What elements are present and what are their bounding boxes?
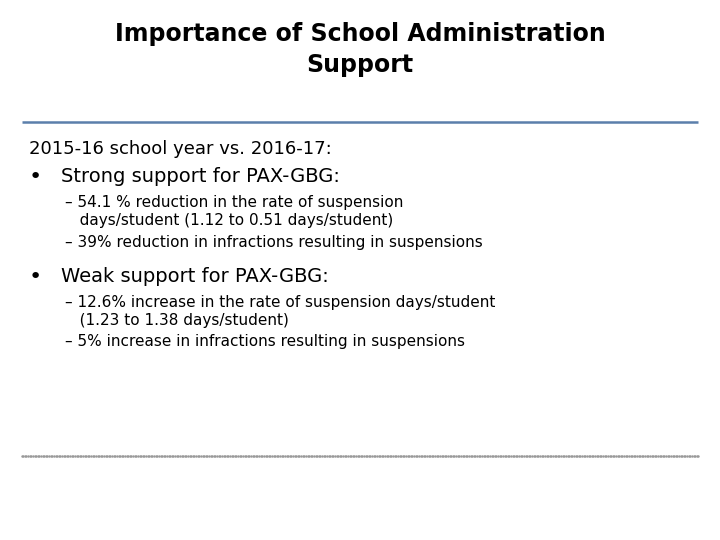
- Text: Weak support for PAX-GBG:: Weak support for PAX-GBG:: [61, 267, 329, 286]
- Text: days/student (1.12 to 0.51 days/student): days/student (1.12 to 0.51 days/student): [65, 213, 393, 228]
- Text: •: •: [29, 267, 42, 287]
- Text: (1.23 to 1.38 days/student): (1.23 to 1.38 days/student): [65, 313, 289, 328]
- Text: 2015-16 school year vs. 2016-17:: 2015-16 school year vs. 2016-17:: [29, 140, 331, 158]
- Text: – 12.6% increase in the rate of suspension days/student: – 12.6% increase in the rate of suspensi…: [65, 295, 495, 310]
- Text: – 54.1 % reduction in the rate of suspension: – 54.1 % reduction in the rate of suspen…: [65, 195, 403, 211]
- Text: Importance of School Administration
Support: Importance of School Administration Supp…: [114, 22, 606, 77]
- Text: – 5% increase in infractions resulting in suspensions: – 5% increase in infractions resulting i…: [65, 334, 465, 349]
- Text: •: •: [29, 167, 42, 187]
- Text: – 39% reduction in infractions resulting in suspensions: – 39% reduction in infractions resulting…: [65, 235, 482, 250]
- Text: Strong support for PAX-GBG:: Strong support for PAX-GBG:: [61, 167, 340, 186]
